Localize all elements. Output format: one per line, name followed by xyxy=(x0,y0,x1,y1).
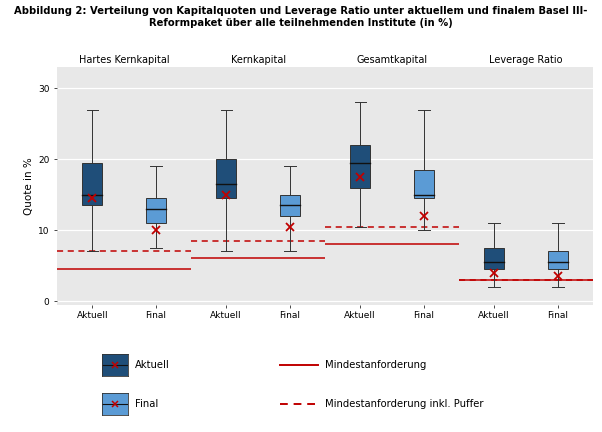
Title: Kernkapital: Kernkapital xyxy=(231,55,286,65)
Bar xyxy=(280,195,300,216)
Text: Mindestanforderung inkl. Puffer: Mindestanforderung inkl. Puffer xyxy=(325,399,483,409)
Y-axis label: Quote in %: Quote in % xyxy=(24,157,34,215)
Bar xyxy=(350,145,370,187)
Bar xyxy=(484,248,504,269)
Bar xyxy=(548,251,568,269)
Text: Mindestanforderung: Mindestanforderung xyxy=(325,360,426,370)
Bar xyxy=(216,159,237,198)
Title: Gesamtkapital: Gesamtkapital xyxy=(356,55,427,65)
Title: Leverage Ratio: Leverage Ratio xyxy=(489,55,563,65)
Text: Final: Final xyxy=(135,399,158,409)
Bar xyxy=(146,198,166,223)
Bar xyxy=(82,163,102,205)
Title: Hartes Kernkapital: Hartes Kernkapital xyxy=(79,55,170,65)
Text: Aktuell: Aktuell xyxy=(135,360,170,370)
Bar xyxy=(414,170,434,198)
Text: Abbildung 2: Verteilung von Kapitalquoten und Leverage Ratio unter aktuellem und: Abbildung 2: Verteilung von Kapitalquote… xyxy=(14,6,588,28)
